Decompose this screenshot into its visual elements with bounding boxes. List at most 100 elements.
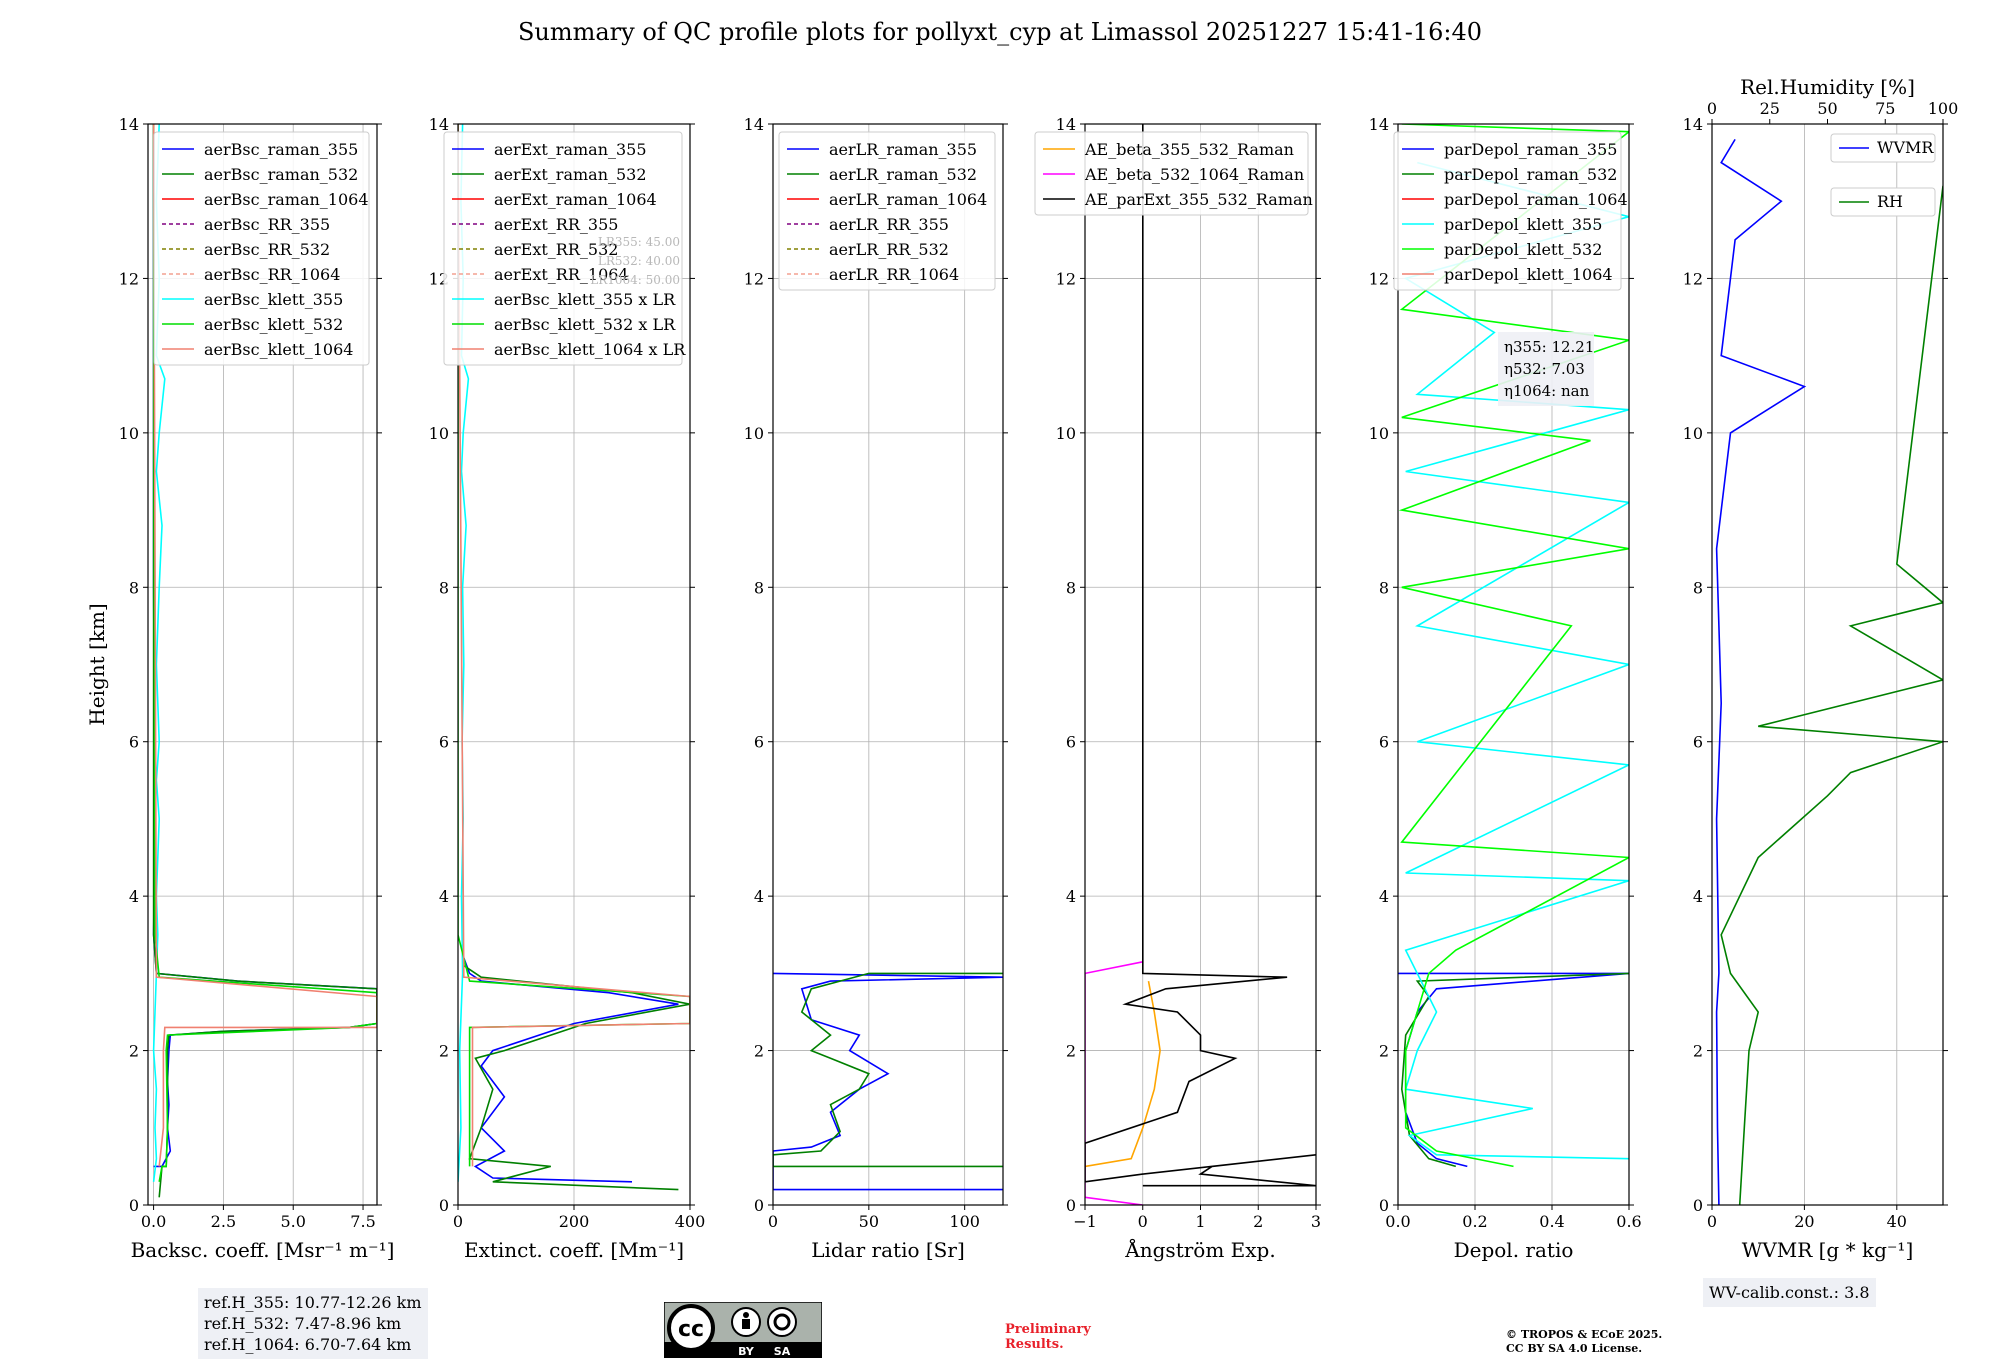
legend-label: parDepol_klett_532 (1444, 240, 1602, 259)
y-tick-label: 10 (1056, 424, 1076, 443)
legend-label: RH (1877, 192, 1903, 211)
legend-label: aerBsc_klett_532 (204, 315, 343, 334)
legend-box (778, 131, 996, 291)
x-tick-label: 0 (768, 1212, 778, 1231)
series-aerbsc-klett-532 (152, 124, 377, 1182)
series-pardepol-raman-355 (1398, 972, 1629, 1168)
x-tick-label: 0.2 (1462, 1212, 1487, 1231)
series-aerext-raman-532 (463, 964, 690, 1191)
legend-label: aerLR_RR_532 (829, 240, 949, 259)
series-wvmr (1715, 138, 1807, 1205)
legend-box (443, 131, 683, 366)
lr-annotation: LR1064: 50.00 (590, 273, 680, 287)
x-tick-label: 3 (1311, 1212, 1321, 1231)
x-tick-label: 2.5 (211, 1212, 236, 1231)
y-tick-label: 8 (1693, 578, 1703, 597)
eta-box (1498, 332, 1594, 406)
y-tick-label: 4 (1379, 887, 1389, 906)
y-tick-label: 14 (744, 115, 764, 134)
y-tick-label: 2 (129, 1042, 139, 1061)
y-tick-label: 10 (429, 424, 449, 443)
y-tick-label: 6 (754, 733, 764, 752)
y-tick-label: 14 (119, 115, 139, 134)
eta-label: η355: 12.21 (1504, 338, 1594, 356)
lr-annotation: LR532: 40.00 (598, 254, 680, 268)
series-aerbsc-klett-1064-x-lr (458, 124, 690, 1167)
legend-label: aerLR_RR_1064 (829, 265, 959, 284)
top-axis-label: Rel.Humidity [%] (1740, 75, 1915, 99)
legend: aerExt_raman_355 aerExt_raman_532 aerExt_r… (443, 131, 686, 366)
legend-box (153, 131, 370, 366)
legend-label: aerBsc_raman_1064 (204, 190, 369, 209)
y-axis-label: Height [km] (85, 603, 109, 725)
reference-height-box: ref.H_355: 10.77-12.26 km ref.H_532: 7.4… (198, 1288, 428, 1359)
y-tick-label: 10 (1683, 424, 1703, 443)
legend-box (1034, 131, 1309, 216)
legend: AE_beta_355_532_Raman AE_beta_532_1064_Ra… (1034, 131, 1313, 216)
legend-label: aerBsc_raman_532 (204, 165, 358, 184)
y-tick-label: 14 (429, 115, 449, 134)
legend-label: aerBsc_RR_1064 (204, 265, 340, 284)
y-tick-label: 12 (1369, 269, 1389, 288)
y-tick-label: 0 (439, 1196, 449, 1215)
y-tick-label: 4 (1066, 887, 1076, 906)
cc-icon: cc (678, 1317, 704, 1342)
legend: aerBsc_raman_355 aerBsc_raman_532 aerBsc_r… (153, 131, 370, 366)
legend-label: aerBsc_klett_1064 x LR (494, 340, 686, 359)
x-tick-label: 1 (1195, 1212, 1205, 1231)
y-tick-label: 6 (1066, 733, 1076, 752)
x-tick-label: 400 (675, 1212, 706, 1231)
legend-box (1393, 131, 1622, 291)
y-tick-label: 2 (1379, 1042, 1389, 1061)
legend-label: aerBsc_raman_355 (204, 140, 358, 159)
wv-calibration-box: WV-calib.const.: 3.8 (1703, 1278, 1876, 1307)
legend-label: aerExt_raman_355 (494, 140, 647, 159)
legend-label: parDepol_klett_355 (1444, 215, 1602, 234)
legend-label: parDepol_klett_1064 (1444, 265, 1613, 284)
x-axis-label: Extinct. coeff. [Mm⁻¹] (464, 1238, 684, 1262)
top-x-tick-label: 25 (1760, 99, 1780, 118)
y-tick-label: 10 (119, 424, 139, 443)
top-x-tick-label: 0 (1707, 99, 1717, 118)
y-tick-label: 8 (1379, 578, 1389, 597)
preliminary-line-2: Results. (1005, 1337, 1064, 1352)
legend-label: aerLR_RR_355 (829, 215, 949, 234)
plot-frame (1397, 123, 1630, 1206)
series-aerext-raman-355 (463, 957, 679, 1183)
eta-label: η532: 7.03 (1504, 360, 1585, 378)
cc-sa-label: SA (774, 1345, 791, 1358)
legend-label: AE_parExt_355_532_Raman (1084, 190, 1313, 209)
by-attribution-icon (743, 1312, 749, 1318)
legend-label: aerBsc_klett_1064 (204, 340, 353, 359)
sa-share-alike-icon (773, 1313, 791, 1331)
legend: parDepol_raman_355 parDepol_raman_532 parD… (1393, 131, 1628, 291)
copyright-line-2: CC BY SA 4.0 License. (1506, 1342, 1643, 1355)
x-axis-label: Depol. ratio (1454, 1238, 1574, 1262)
x-tick-label: −1 (1073, 1212, 1097, 1231)
figure-title: Summary of QC profile plots for pollyxt_… (517, 18, 1483, 46)
y-tick-label: 4 (129, 887, 139, 906)
y-tick-label: 12 (119, 269, 139, 288)
y-tick-label: 0 (1066, 1196, 1076, 1215)
legend-label: aerBsc_klett_532 x LR (494, 315, 676, 334)
x-tick-label: 2 (1253, 1212, 1263, 1231)
legend-wvmr: WVMR (1830, 133, 1936, 163)
wv-calib-constant: WV-calib.const.: 3.8 (1709, 1283, 1870, 1302)
y-tick-label: 12 (1056, 269, 1076, 288)
x-tick-label: 0 (1138, 1212, 1148, 1231)
y-tick-label: 2 (754, 1042, 764, 1061)
eta-label: η1064: nan (1504, 382, 1590, 400)
legend-label: aerLR_raman_532 (829, 165, 977, 184)
legend-label: parDepol_raman_532 (1444, 165, 1617, 184)
legend-label: aerExt_raman_532 (494, 165, 647, 184)
series-aerlr-raman-532 (773, 972, 1003, 1168)
y-tick-label: 8 (754, 578, 764, 597)
y-tick-label: 2 (1693, 1042, 1703, 1061)
legend-box (1830, 187, 1936, 217)
y-tick-label: 6 (439, 733, 449, 752)
y-tick-label: 4 (754, 887, 764, 906)
y-tick-label: 4 (439, 887, 449, 906)
y-tick-label: 6 (129, 733, 139, 752)
series-aerbsc-klett-355 (152, 124, 166, 1182)
